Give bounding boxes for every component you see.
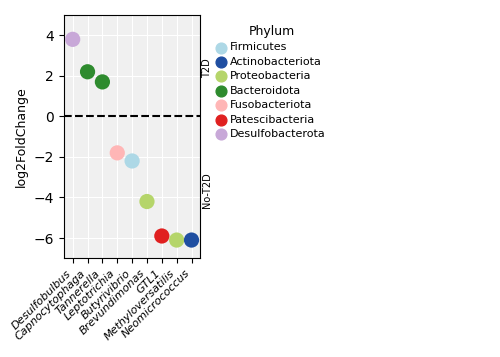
Text: No-T2D: No-T2D bbox=[202, 172, 212, 208]
Point bbox=[114, 150, 122, 156]
Point bbox=[128, 158, 136, 164]
Point bbox=[158, 233, 166, 239]
Y-axis label: log2FoldChange: log2FoldChange bbox=[15, 86, 28, 187]
Point bbox=[172, 237, 180, 243]
Point bbox=[143, 199, 151, 205]
Text: T2D: T2D bbox=[202, 59, 212, 79]
Point bbox=[98, 79, 106, 85]
Point bbox=[84, 69, 92, 75]
Point bbox=[68, 36, 76, 42]
Legend: Firmicutes, Actinobacteriota, Proteobacteria, Bacteroidota, Fusobacteriota, Pate: Firmicutes, Actinobacteriota, Proteobact… bbox=[214, 21, 330, 144]
Point bbox=[188, 237, 196, 243]
